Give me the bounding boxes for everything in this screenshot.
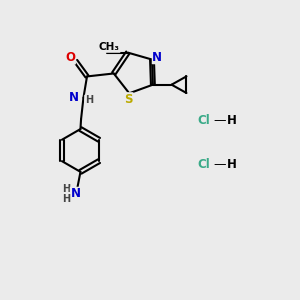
Text: H: H	[62, 184, 70, 194]
Text: S: S	[124, 93, 133, 106]
Text: H: H	[85, 95, 93, 105]
Text: O: O	[65, 51, 75, 64]
Text: N: N	[69, 91, 79, 104]
Text: Cl: Cl	[197, 114, 210, 127]
Text: N: N	[70, 187, 80, 200]
Text: Cl: Cl	[197, 158, 210, 171]
Text: H: H	[227, 114, 237, 127]
Text: H: H	[227, 158, 237, 171]
Text: N: N	[152, 51, 162, 64]
Text: —: —	[214, 114, 226, 127]
Text: CH₃: CH₃	[99, 42, 120, 52]
Text: H: H	[62, 194, 70, 204]
Text: —: —	[214, 158, 226, 171]
